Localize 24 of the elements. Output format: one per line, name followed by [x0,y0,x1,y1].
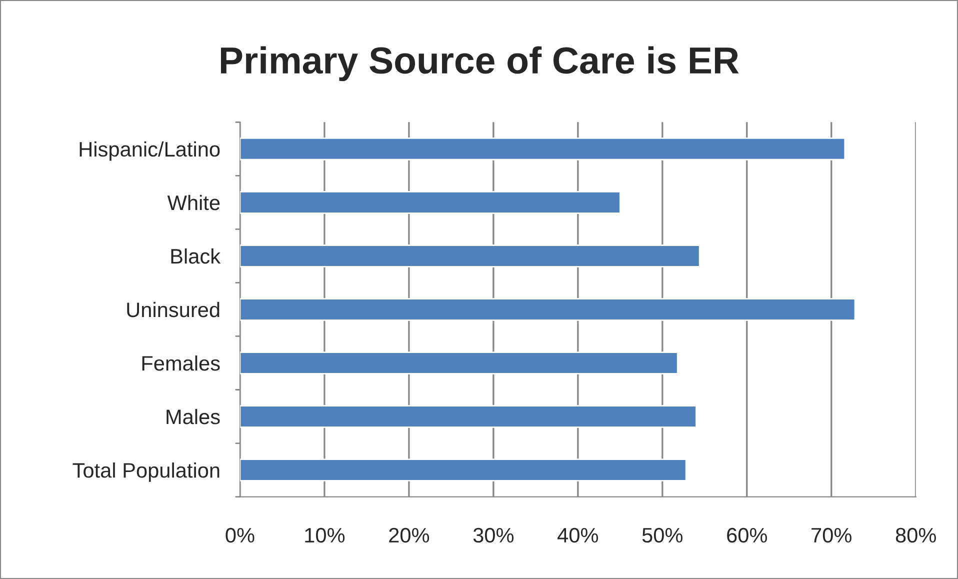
x-tick-label: 20% [389,528,430,543]
y-tick-label: Hispanic/Latino [80,141,220,161]
x-tick-label: 30% [473,528,514,543]
y-tick-label: Total Population [72,462,220,482]
bar [240,405,697,428]
x-tick-label: 10% [305,528,345,543]
y-tick-label: Males [166,408,220,424]
x-tick-label: 0% [226,528,254,543]
bar [240,138,846,160]
bar [240,244,700,268]
chart-title: Primary Source of Care is ER [220,46,739,82]
x-tick-label: 80% [896,528,936,543]
bar [240,352,678,374]
y-tick-label: White [167,194,220,210]
bar [240,191,621,214]
y-tick-label: Uninsured [127,302,220,318]
y-tick-label: Females [142,355,220,371]
bar [240,458,687,482]
x-tick-label: 40% [558,528,598,543]
bar [240,298,856,321]
x-tick-label: 70% [812,528,852,543]
y-tick-label: Black [171,248,221,264]
x-tick-label: 60% [727,528,767,543]
x-tick-label: 50% [642,528,683,543]
